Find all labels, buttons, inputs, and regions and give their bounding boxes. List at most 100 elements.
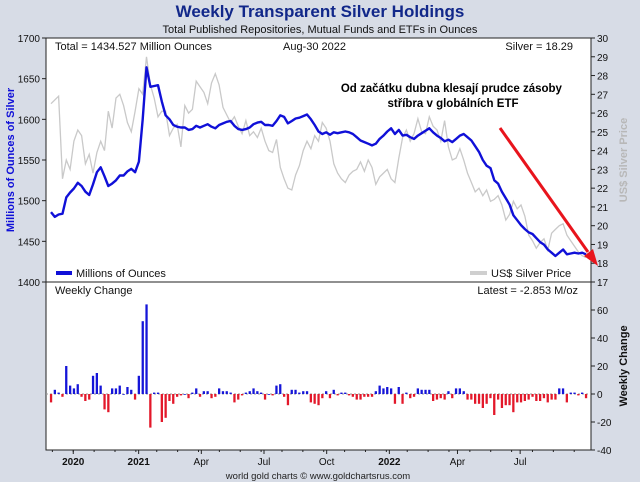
change-bar <box>581 392 584 394</box>
change-bar <box>302 391 305 394</box>
x-tick-label: Oct <box>319 457 335 468</box>
change-bar <box>153 392 156 394</box>
change-bar <box>176 394 179 397</box>
change-bar <box>145 304 148 394</box>
change-bar <box>351 394 354 397</box>
change-bar <box>237 394 240 400</box>
change-bar <box>111 388 114 394</box>
y-tick-label: 1550 <box>18 156 41 167</box>
change-bar <box>405 392 408 394</box>
y2-tick-label: 17 <box>597 278 609 289</box>
change-bar <box>412 394 416 397</box>
change-bar <box>84 394 87 401</box>
change-bar <box>198 394 202 397</box>
change-bar <box>260 392 263 394</box>
x-tick-label: Jul <box>514 457 527 468</box>
change-bar <box>244 392 247 394</box>
change-bar <box>49 394 53 403</box>
change-bar <box>355 394 358 400</box>
y2-tick-label: 23 <box>597 165 609 176</box>
change-bar <box>539 394 542 401</box>
change-bar <box>122 394 125 395</box>
change-bar <box>72 388 76 394</box>
y2-tick-label: 18 <box>597 259 609 270</box>
y2-tick-label: 25 <box>597 128 609 139</box>
y-axis-title-bottom-right: Weekly Change <box>618 325 630 406</box>
change-bar <box>225 391 228 394</box>
change-tick-label: 20 <box>597 362 609 373</box>
change-bar <box>504 394 507 406</box>
x-tick-label: 2020 <box>62 457 85 468</box>
change-bar <box>233 394 236 403</box>
change-bar <box>179 394 183 396</box>
change-bar <box>382 388 385 394</box>
change-bar <box>267 394 270 395</box>
change-bar <box>558 388 561 394</box>
change-bar <box>573 392 576 394</box>
y2-tick-label: 24 <box>597 147 609 158</box>
change-bar <box>500 394 504 408</box>
change-bar <box>390 388 393 394</box>
change-tick-label: 60 <box>597 306 609 317</box>
total-info: Total = 1434.527 Million Ounces <box>55 41 212 53</box>
change-bar <box>221 391 225 394</box>
change-bar <box>363 394 366 397</box>
y-tick-label: 1500 <box>18 197 41 208</box>
change-bar <box>378 385 381 394</box>
change-bar <box>409 394 412 399</box>
change-bar <box>454 388 458 394</box>
change-bar <box>114 388 118 394</box>
change-bar <box>546 394 549 403</box>
legend-ounces: Millions of Ounces <box>56 268 166 280</box>
change-bar <box>240 394 244 396</box>
y2-tick-label: 29 <box>597 53 609 64</box>
y2-tick-label: 27 <box>597 90 609 101</box>
change-bar <box>462 391 465 394</box>
change-bar <box>218 388 221 394</box>
y-tick-label: 1450 <box>18 237 41 248</box>
change-bar <box>164 394 167 418</box>
change-bar <box>57 392 60 394</box>
change-bar <box>317 394 320 406</box>
change-bar <box>248 391 251 394</box>
change-bar <box>313 394 316 404</box>
change-bar <box>466 394 469 400</box>
y2-tick-label: 28 <box>597 72 609 83</box>
change-bar <box>191 392 194 394</box>
change-bar <box>294 389 297 394</box>
change-bar <box>137 375 140 394</box>
change-bar <box>107 394 110 413</box>
change-bar <box>577 394 580 396</box>
change-bar <box>88 394 91 400</box>
y2-tick-label: 30 <box>597 34 609 45</box>
change-bar <box>447 391 450 394</box>
change-bar <box>53 389 56 394</box>
change-bar <box>344 392 347 394</box>
change-bar <box>508 394 511 406</box>
change-bar <box>584 394 588 399</box>
change-bar <box>435 394 439 400</box>
y2-tick-label: 20 <box>597 222 609 233</box>
change-bar <box>420 389 423 394</box>
change-bar <box>401 394 404 404</box>
downtrend-arrow <box>498 127 598 266</box>
weekly-change-title: Weekly Change <box>55 285 132 297</box>
change-bar <box>271 394 274 396</box>
footer-credit: world gold charts © www.goldchartsrus.co… <box>225 471 410 482</box>
change-bar <box>374 391 377 394</box>
change-bar <box>477 394 481 404</box>
change-bar <box>359 394 362 400</box>
change-bar <box>370 394 374 397</box>
change-bar <box>474 394 477 404</box>
x-tick-label: 2021 <box>128 457 151 468</box>
change-bar <box>309 394 312 403</box>
change-bar <box>76 384 79 394</box>
legend-silver-price: US$ Silver Price <box>470 268 571 280</box>
bottom-plot-area <box>45 281 592 451</box>
change-bar <box>531 394 534 397</box>
change-bar <box>103 394 106 410</box>
change-bar <box>279 384 282 394</box>
change-bar <box>386 387 389 394</box>
change-bar <box>451 394 454 399</box>
